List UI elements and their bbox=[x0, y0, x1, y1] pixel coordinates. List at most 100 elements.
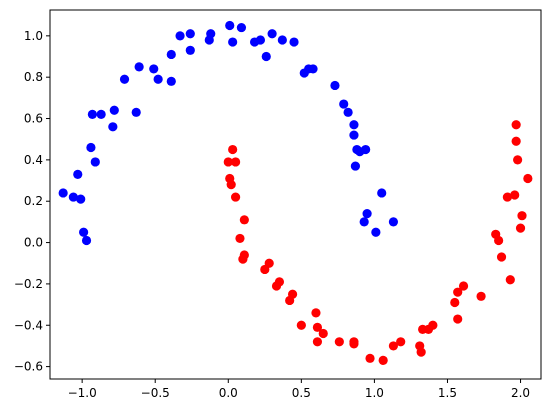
series-0-point-28 bbox=[255, 35, 266, 45]
series-1-point-17 bbox=[311, 308, 321, 318]
series-0-point-23 bbox=[206, 29, 216, 39]
series-1-point-6 bbox=[235, 233, 245, 244]
series-0-point-7 bbox=[87, 109, 97, 119]
y-tick-label: −0.4 bbox=[14, 318, 43, 332]
series-0-point-46 bbox=[362, 209, 372, 219]
series-1-point-13 bbox=[274, 277, 285, 287]
y-tick-label: −0.6 bbox=[14, 360, 43, 374]
y-tick-label: 0.4 bbox=[24, 153, 43, 167]
series-1-point-23 bbox=[349, 339, 359, 349]
series-1-point-34 bbox=[453, 314, 463, 324]
series-1-point-48 bbox=[517, 211, 527, 221]
series-0-point-12 bbox=[119, 74, 130, 84]
series-1-point-29 bbox=[416, 347, 426, 357]
series-1-point-3 bbox=[228, 144, 238, 155]
series-1-point-19 bbox=[312, 337, 323, 347]
axes-frame bbox=[49, 9, 542, 380]
series-0-point-15 bbox=[149, 64, 159, 74]
series-0-point-36 bbox=[330, 80, 340, 91]
series-0-point-17 bbox=[166, 76, 176, 86]
series-1-point-45 bbox=[511, 120, 521, 130]
y-tick-label: 1.0 bbox=[24, 29, 43, 43]
series-1-point-15 bbox=[287, 289, 298, 299]
series-1-point-9 bbox=[239, 250, 249, 260]
series-0-point-29 bbox=[261, 51, 271, 62]
series-1-point-21 bbox=[334, 337, 344, 347]
series-1-point-46 bbox=[513, 155, 523, 165]
series-0-point-35 bbox=[308, 64, 318, 74]
y-tick-label: 0.0 bbox=[24, 236, 43, 250]
y-tick-label: 0.6 bbox=[24, 112, 43, 126]
series-1-point-44 bbox=[511, 136, 521, 146]
series-0-point-44 bbox=[359, 217, 369, 227]
series-0-point-4 bbox=[79, 227, 89, 237]
x-tick-label: 2.0 bbox=[511, 386, 530, 400]
series-1-point-8 bbox=[239, 215, 249, 225]
series-0-point-45 bbox=[361, 144, 371, 155]
x-tick-label: −0.5 bbox=[141, 386, 170, 400]
series-1-point-2 bbox=[226, 180, 236, 190]
series-1-point-33 bbox=[450, 297, 460, 308]
series-1-point-39 bbox=[494, 235, 504, 246]
series-1-point-20 bbox=[318, 328, 328, 339]
series-1-point-5 bbox=[230, 192, 241, 202]
series-1-point-35 bbox=[453, 287, 463, 297]
series-1-point-26 bbox=[388, 341, 399, 351]
x-tick-label: 1.0 bbox=[365, 386, 384, 400]
x-tick-label: 0.5 bbox=[292, 386, 311, 400]
y-tick-label: 0.8 bbox=[24, 70, 43, 84]
series-0-point-40 bbox=[349, 130, 359, 140]
series-1-point-11 bbox=[264, 258, 274, 268]
series-1-point-16 bbox=[296, 320, 306, 330]
series-1-point-37 bbox=[476, 291, 486, 301]
series-0-point-47 bbox=[371, 227, 381, 237]
series-0-point-21 bbox=[185, 45, 195, 55]
series-0-point-31 bbox=[277, 35, 287, 45]
series-1-point-40 bbox=[496, 252, 507, 262]
series-0-point-25 bbox=[228, 37, 238, 47]
series-1-point-32 bbox=[428, 320, 438, 330]
ticks-layer: −1.0 −0.5 0.0 0.5 1.0 1.5 2.0 −0.6 −0.4 −0.2 0.0 0.… bbox=[14, 29, 530, 400]
series-0-point-49 bbox=[388, 217, 399, 227]
series-0-point-3 bbox=[76, 194, 86, 204]
series-0-point-41 bbox=[350, 161, 361, 171]
series-0-point-32 bbox=[289, 37, 299, 47]
series-0-point-1 bbox=[68, 192, 78, 202]
series-1-point-42 bbox=[505, 275, 515, 285]
series-0-point-16 bbox=[153, 74, 163, 84]
series-0-point-30 bbox=[267, 29, 277, 39]
series-0-point-5 bbox=[81, 235, 92, 246]
series-0-point-39 bbox=[349, 120, 359, 130]
series-1-point-18 bbox=[312, 322, 323, 332]
y-tick-label: 0.2 bbox=[24, 194, 43, 208]
series-1-point-47 bbox=[515, 223, 526, 233]
x-tick-label: −1.0 bbox=[68, 386, 97, 400]
series-1-point-43 bbox=[510, 190, 520, 200]
series-1-point-24 bbox=[365, 353, 375, 363]
series-0-point-38 bbox=[343, 107, 353, 117]
series-0-point-11 bbox=[109, 105, 119, 115]
x-tick-label: 1.5 bbox=[438, 386, 457, 400]
series-1-point-0 bbox=[223, 157, 233, 167]
series-0-point-48 bbox=[377, 188, 387, 198]
series-0-point-14 bbox=[134, 62, 144, 72]
series-0-point-19 bbox=[175, 31, 185, 41]
series-0-point-10 bbox=[108, 122, 118, 132]
series-1-point-49 bbox=[523, 173, 533, 184]
series-0-point-20 bbox=[185, 29, 195, 39]
series-0-point-9 bbox=[96, 109, 106, 119]
series-0-point-24 bbox=[225, 20, 235, 31]
series-0-point-37 bbox=[339, 99, 349, 109]
series-1-point-36 bbox=[458, 281, 469, 291]
series-0-point-8 bbox=[90, 157, 100, 167]
series-0-point-13 bbox=[131, 107, 141, 117]
series-0-point-26 bbox=[236, 22, 247, 33]
series-0-point-18 bbox=[166, 49, 176, 60]
series-1-point-25 bbox=[378, 355, 388, 365]
series-1-point-27 bbox=[396, 337, 406, 347]
y-tick-label: −0.2 bbox=[14, 277, 43, 291]
series-0-point-6 bbox=[86, 142, 96, 153]
points-layer bbox=[58, 20, 533, 365]
series-1-point-41 bbox=[502, 192, 512, 202]
